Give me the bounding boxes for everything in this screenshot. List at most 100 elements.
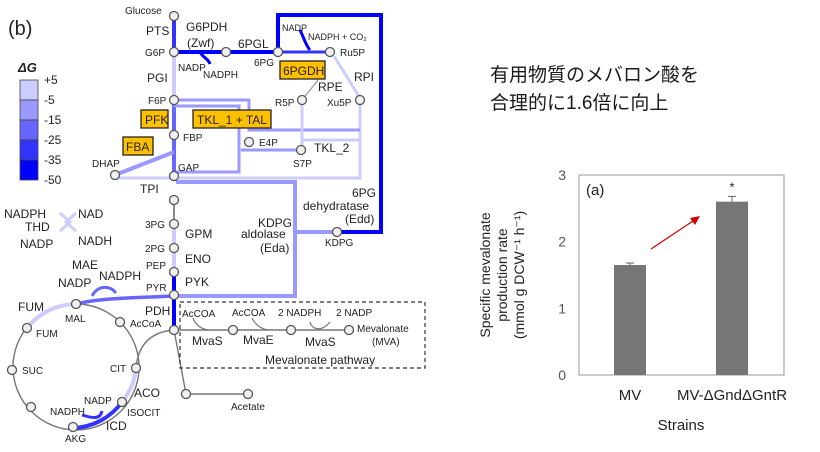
svg-text:AcCOA: AcCOA (232, 308, 266, 319)
svg-text:MvaS: MvaS (305, 335, 336, 349)
error-bar (626, 262, 634, 265)
svg-text:MvaE: MvaE (243, 333, 274, 347)
svg-text:RPE: RPE (318, 80, 343, 94)
svg-text:NADPH: NADPH (99, 269, 141, 283)
svg-text:NADP: NADP (282, 23, 307, 33)
y-axis-label: Specific mevalonate production rate (mmo… (477, 211, 527, 339)
icd-edge (72, 400, 124, 430)
enzyme-box-fba (122, 136, 154, 156)
svg-text:NADH: NADH (78, 234, 112, 248)
svg-text:Specific mevalonate: Specific mevalonate (477, 212, 493, 338)
cit-edge (135, 329, 175, 369)
svg-text:aldolase: aldolase (241, 227, 286, 241)
svg-text:FBP: FBP (183, 133, 203, 144)
chart-panel-label: (a) (586, 182, 604, 199)
svg-text:NADP: NADP (178, 63, 206, 74)
svg-text:AcCoA: AcCoA (130, 319, 161, 330)
gnd-cofactor (298, 29, 312, 52)
svg-text:NADPH: NADPH (203, 70, 238, 81)
legend-swatch (19, 99, 39, 121)
svg-text:PGI: PGI (147, 71, 168, 85)
legend-tick: -35 (44, 153, 62, 167)
svg-text:NADP: NADP (20, 237, 53, 251)
bar (614, 265, 646, 375)
svg-text:AcCOA: AcCOA (182, 309, 216, 320)
pathway-labels: Glucose PTS G6P G6PDH (Zwf) NADP NADPH 6… (4, 6, 409, 445)
zwf-cofactor (198, 51, 212, 65)
eda-pyr-edge (176, 232, 297, 298)
svg-text:KDPG: KDPG (258, 216, 292, 230)
legend-tick: -5 (44, 93, 55, 107)
mae-cofactor (90, 285, 118, 297)
increase-arrow (650, 218, 697, 250)
x-axis-label: Strains (658, 417, 705, 434)
svg-text:(MVA): (MVA) (372, 337, 400, 348)
legend-swatch (19, 119, 39, 141)
svg-text:THD: THD (25, 220, 50, 234)
svg-text:ISOCIT: ISOCIT (127, 408, 160, 419)
plot-frame (578, 174, 785, 376)
enzyme-box-tkl-tal (192, 109, 272, 129)
svg-text:dehydratase: dehydratase (303, 199, 369, 213)
svg-text:GAP: GAP (178, 163, 199, 174)
svg-text:6PGDH: 6PGDH (283, 64, 324, 78)
tkl2b-edge (300, 100, 360, 150)
mevalonate-pathway-box (179, 301, 426, 369)
svg-text:KDPG: KDPG (325, 238, 354, 249)
y-tick-label: 3 (558, 167, 566, 183)
svg-text:production rate: production rate (494, 228, 510, 322)
svg-text:FUM: FUM (18, 300, 44, 314)
svg-text:E4P: E4P (259, 138, 278, 149)
svg-text:PFK: PFK (145, 113, 168, 127)
legend-swatch (19, 139, 39, 161)
panel-b-label: (b) (8, 18, 32, 40)
svg-text:FUM: FUM (36, 329, 58, 340)
svg-text:(Zwf): (Zwf) (187, 36, 214, 50)
legend-swatch (19, 79, 39, 101)
fba-edge (114, 150, 175, 177)
svg-text:FBA: FBA (126, 140, 149, 154)
svg-text:S7P: S7P (293, 159, 312, 170)
svg-text:PEP: PEP (146, 261, 166, 272)
svg-text:TKL_1 + TAL: TKL_1 + TAL (197, 113, 267, 127)
svg-text:SUC: SUC (22, 366, 43, 377)
mva-cofactors (192, 317, 331, 331)
svg-text:F6P: F6P (148, 96, 167, 107)
svg-text:NADPH: NADPH (4, 207, 46, 221)
legend-tick: -25 (44, 133, 62, 147)
significance-mark: * (729, 179, 734, 194)
svg-text:PYR: PYR (146, 283, 167, 294)
bar-chart: (a) 0 1 2 3 MV MV-ΔGndΔGntR * Strains Specifi… (477, 167, 787, 434)
svg-text:TPI: TPI (140, 182, 159, 196)
svg-text:NADP: NADP (84, 396, 112, 407)
svg-text:G6PDH: G6PDH (186, 20, 227, 34)
y-tick-label: 2 (558, 234, 566, 250)
svg-text:PYK: PYK (185, 275, 209, 289)
svg-text:PTS: PTS (146, 24, 169, 38)
svg-text:CIT: CIT (110, 364, 126, 375)
svg-text:(Eda): (Eda) (260, 241, 289, 255)
delta-g-legend: ΔG +5 -5 -15 -25 -35 -50 (17, 60, 62, 187)
svg-text:2 NADP: 2 NADP (336, 308, 372, 319)
svg-text:6PG: 6PG (254, 58, 274, 69)
error-bar (728, 195, 736, 202)
headline-line-1: 有用物質のメバロン酸を (490, 64, 699, 86)
svg-text:MAE: MAE (72, 258, 98, 272)
enzyme-box-6pgdh (279, 60, 326, 80)
legend-tick: -50 (44, 173, 62, 187)
svg-text:G6P: G6P (145, 48, 165, 59)
metabolite-nodes (6, 10, 366, 433)
svg-text:ACO: ACO (134, 386, 160, 400)
legend-tick: +5 (44, 73, 58, 87)
x-tick-label: MV (619, 387, 642, 404)
y-tick-label: 1 (558, 300, 566, 316)
svg-text:TKL_2: TKL_2 (314, 141, 350, 155)
legend-tick: -15 (44, 113, 62, 127)
svg-text:Xu5P: Xu5P (327, 98, 352, 109)
svg-text:NADP: NADP (58, 276, 91, 290)
legend-swatch (19, 159, 39, 181)
svg-text:ENO: ENO (185, 252, 211, 266)
svg-text:MAL: MAL (65, 314, 86, 325)
svg-text:NADPH + CO₂: NADPH + CO₂ (308, 32, 367, 42)
